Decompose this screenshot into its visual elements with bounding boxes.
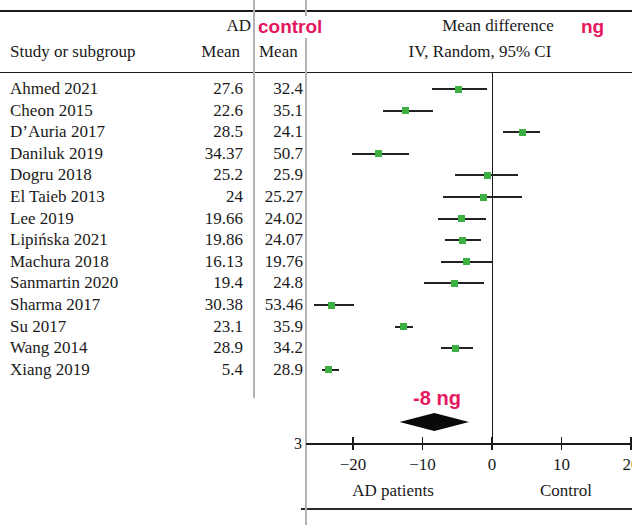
control-mean-value: 35.1 [243, 100, 303, 122]
control-mean-value: 35.9 [243, 316, 303, 338]
study-name: Ahmed 2021 [10, 78, 98, 100]
point-estimate-marker [455, 86, 462, 93]
study-name: Wang 2014 [10, 337, 87, 359]
control-mean-value: 50.7 [243, 143, 303, 165]
axis-tick [422, 437, 424, 450]
point-estimate-marker [328, 302, 335, 309]
header-control-group: control [256, 16, 324, 38]
ad-mean-value: 28.5 [163, 121, 243, 143]
column-divider-right [305, 0, 307, 525]
study-name: Lipińska 2021 [10, 229, 108, 251]
control-mean-value: 25.9 [243, 164, 303, 186]
study-name: El Taieb 2013 [10, 186, 105, 208]
ad-mean-value: 27.6 [163, 78, 243, 100]
ad-mean-value: 19.86 [163, 229, 243, 251]
point-estimate-marker [400, 323, 407, 330]
axis-left-group-label: AD patients [333, 481, 453, 501]
ad-mean-value: 19.4 [163, 272, 243, 294]
control-mean-value: 32.4 [243, 78, 303, 100]
point-estimate-marker [519, 129, 526, 136]
axis-tick-label: 10 [534, 455, 590, 475]
point-estimate-marker [375, 150, 382, 157]
point-estimate-marker [458, 215, 465, 222]
header-effect-subtitle: IV, Random, 95% CI [397, 42, 563, 62]
point-estimate-marker [463, 258, 470, 265]
forest-plot-figure: AD control Mean difference ng Study or s… [0, 0, 632, 525]
ad-mean-value: 22.6 [163, 100, 243, 122]
axis-tick-label: −10 [395, 455, 451, 475]
control-mean-value: 34.2 [243, 337, 303, 359]
header-bottom-rule [0, 72, 632, 74]
study-name: Machura 2018 [10, 251, 109, 273]
ad-mean-value: 34.37 [163, 143, 243, 165]
study-name: Su 2017 [10, 316, 66, 338]
study-name: Xiang 2019 [10, 359, 90, 381]
study-name: Daniluk 2019 [10, 143, 103, 165]
axis-tick-label: 20 [603, 455, 632, 475]
control-mean-value: 24.02 [243, 208, 303, 230]
x-axis-line [306, 443, 632, 445]
ad-mean-value: 5.4 [163, 359, 243, 381]
ad-mean-value: 25.2 [163, 164, 243, 186]
control-mean-value: 24.07 [243, 229, 303, 251]
ad-mean-value: 24 [163, 186, 243, 208]
point-estimate-marker [484, 172, 491, 179]
point-estimate-marker [452, 345, 459, 352]
control-mean-value: 25.27 [243, 186, 303, 208]
top-rule [0, 10, 632, 12]
control-mean-value: 28.9 [243, 359, 303, 381]
axis-tick [561, 437, 563, 450]
study-name: Sharma 2017 [10, 294, 100, 316]
control-mean-value: 24.1 [243, 121, 303, 143]
header-ad-mean-col: Mean [160, 42, 240, 62]
header-control-mean-col: Mean [259, 42, 298, 62]
summary-diamond [400, 413, 470, 431]
study-name: D’Auria 2017 [10, 121, 105, 143]
header-effect-title: Mean difference [423, 16, 573, 36]
point-estimate-marker [459, 237, 466, 244]
control-mean-value: 24.8 [243, 272, 303, 294]
point-estimate-marker [480, 194, 487, 201]
figure-bottom-rule [301, 508, 632, 510]
ad-mean-value: 19.66 [163, 208, 243, 230]
clipped-axis-glyph: 3 [294, 435, 302, 453]
point-estimate-marker [325, 366, 332, 373]
axis-tick-label: −20 [325, 455, 381, 475]
axis-tick-label: 0 [464, 455, 520, 475]
header-ad-group: AD [171, 16, 251, 36]
zero-line [492, 73, 494, 444]
axis-tick [352, 437, 354, 450]
ad-mean-value: 28.9 [163, 337, 243, 359]
study-name: Lee 2019 [10, 208, 74, 230]
control-mean-value: 53.46 [243, 294, 303, 316]
study-name: Dogru 2018 [10, 164, 92, 186]
control-mean-value: 19.76 [243, 251, 303, 273]
header-study-col: Study or subgroup [10, 42, 136, 62]
ad-mean-value: 23.1 [163, 316, 243, 338]
point-estimate-marker [402, 107, 409, 114]
summary-effect-label: -8 ng [396, 387, 478, 410]
ad-mean-value: 30.38 [163, 294, 243, 316]
axis-tick [491, 437, 493, 450]
study-name: Sanmartin 2020 [10, 272, 118, 294]
axis-right-group-label: Control [516, 481, 616, 501]
point-estimate-marker [451, 280, 458, 287]
header-effect-unit: ng [581, 16, 604, 38]
study-name: Cheon 2015 [10, 100, 93, 122]
ad-mean-value: 16.13 [163, 251, 243, 273]
